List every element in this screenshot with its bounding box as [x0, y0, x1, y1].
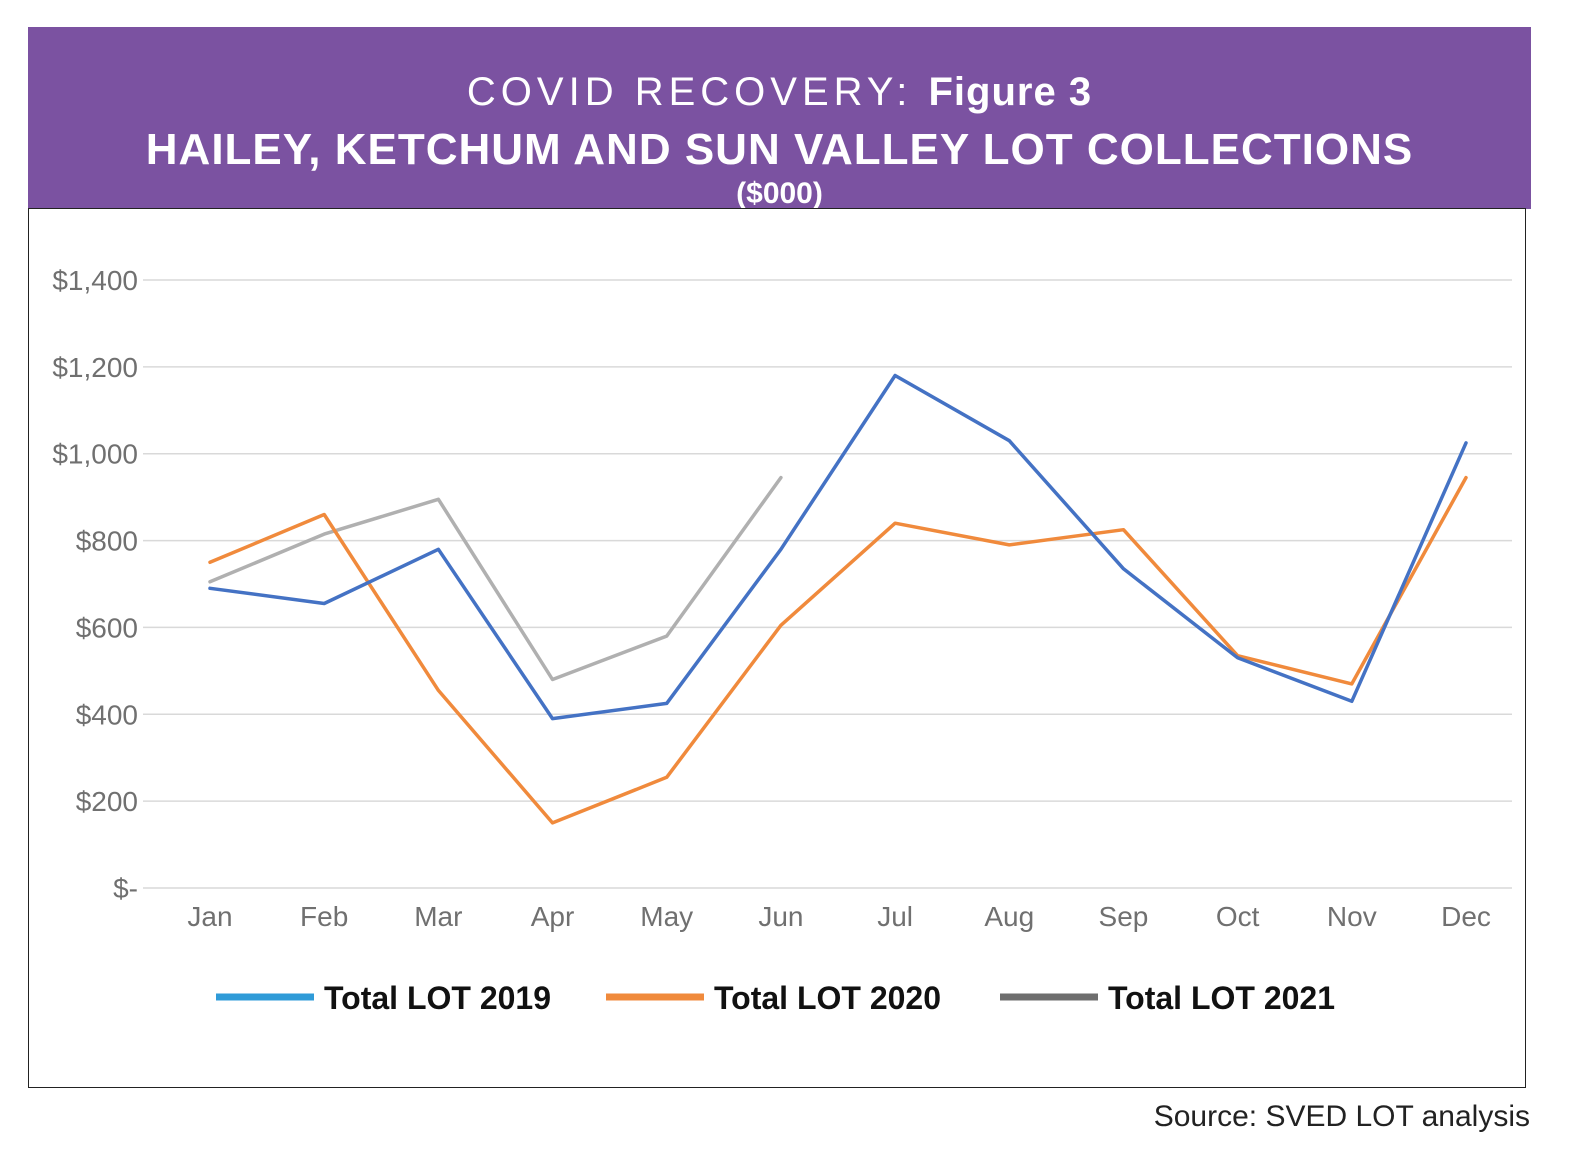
- y-tick-label: $400: [76, 699, 138, 730]
- x-tick-label: Nov: [1327, 901, 1377, 932]
- x-tick-label: Jun: [758, 901, 803, 932]
- legend-label-1: Total LOT 2019: [324, 980, 551, 1016]
- chart-units: ($000): [736, 177, 823, 210]
- y-tick-label: $600: [76, 612, 138, 643]
- y-tick-label: $1,400: [52, 265, 138, 296]
- series-line-2: [208, 475, 1468, 825]
- title-banner: COVID RECOVERY: Figure 3 HAILEY, KETCHUM…: [28, 27, 1531, 210]
- y-tick-label: $800: [76, 526, 138, 557]
- y-tick-label: $-: [113, 873, 138, 904]
- x-tick-label: Jul: [877, 901, 913, 932]
- kicker-text: COVID RECOVERY:: [466, 70, 913, 114]
- x-tick-label: May: [640, 901, 693, 932]
- series-line-1: [208, 373, 1468, 721]
- chart-frame: [28, 208, 1526, 1088]
- x-tick-label: Jan: [187, 901, 232, 932]
- x-tick-label: Dec: [1441, 901, 1491, 932]
- chart-title: HAILEY, KETCHUM AND SUN VALLEY LOT COLLE…: [145, 125, 1414, 174]
- y-tick-label: $200: [76, 786, 138, 817]
- x-tick-label: Sep: [1099, 901, 1149, 932]
- source-note: Source: SVED LOT analysis: [1153, 1100, 1530, 1133]
- chart-kicker: COVID RECOVERY: Figure 3: [28, 69, 1531, 115]
- figure-label: Figure 3: [928, 70, 1093, 114]
- legend-label-3: Total LOT 2021: [1108, 980, 1335, 1016]
- x-tick-label: Mar: [414, 901, 462, 932]
- y-tick-label: $1,000: [52, 439, 138, 470]
- x-tick-label: Feb: [300, 901, 348, 932]
- series-line-3: [208, 475, 783, 682]
- legend-label-2: Total LOT 2020: [714, 980, 941, 1016]
- x-tick-label: Apr: [531, 901, 575, 932]
- y-tick-label: $1,200: [52, 352, 138, 383]
- x-tick-label: Aug: [984, 901, 1034, 932]
- x-tick-label: Oct: [1216, 901, 1260, 932]
